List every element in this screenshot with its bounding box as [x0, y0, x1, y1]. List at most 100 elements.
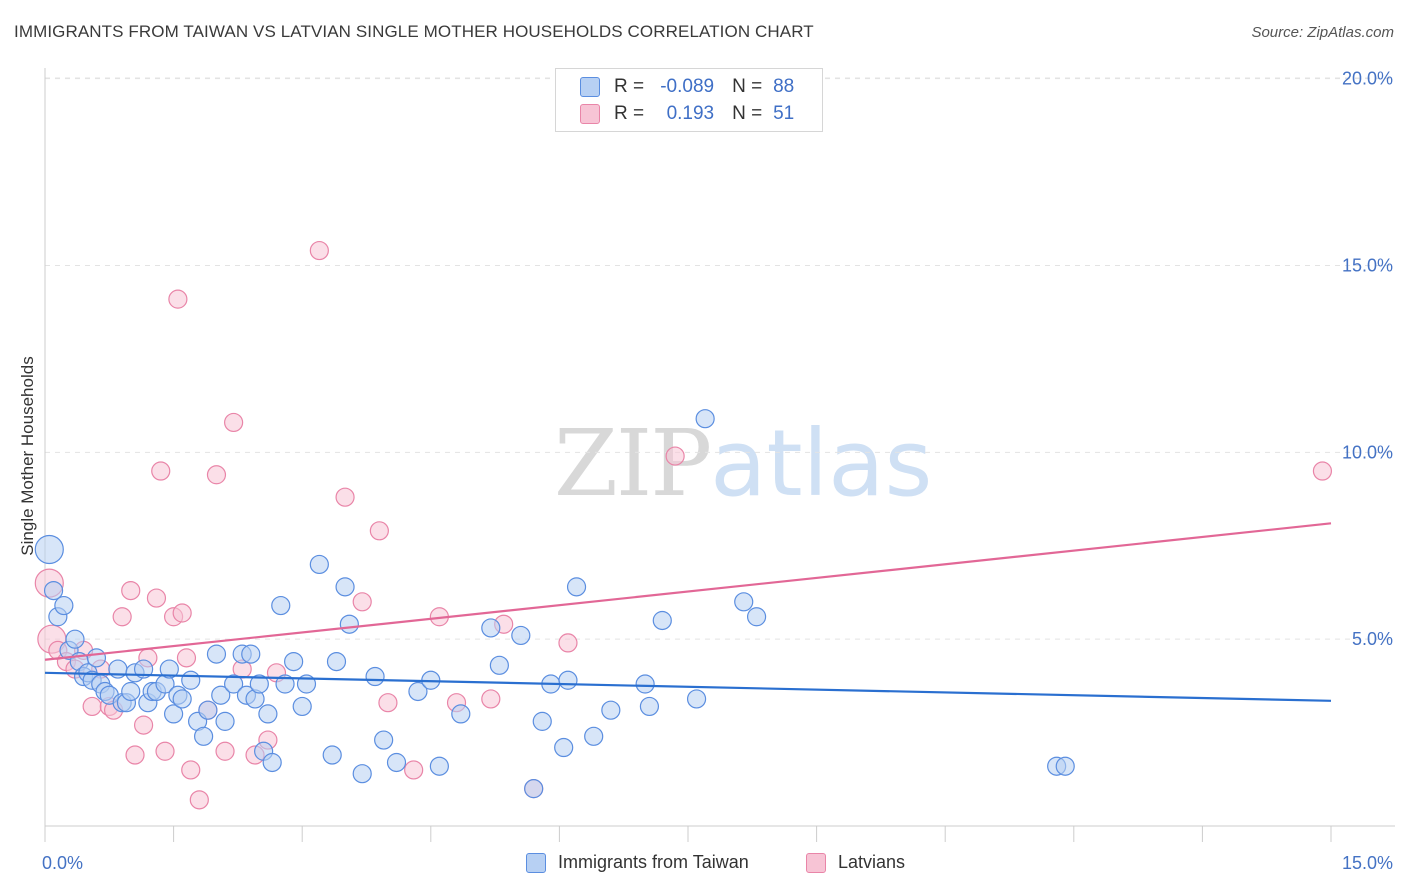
taiwan-point	[164, 704, 184, 724]
taiwan-point	[206, 644, 227, 664]
latvian-point	[112, 607, 132, 627]
taiwan-point	[224, 674, 244, 694]
x-tick-label: 15.0%	[1342, 853, 1393, 873]
taiwan-point	[211, 685, 231, 705]
taiwan-point	[335, 577, 355, 597]
latvian-point	[155, 741, 175, 761]
trend-lines	[44, 522, 1332, 702]
taiwan-point	[365, 666, 385, 687]
taiwan-n-value: 88	[773, 76, 795, 97]
latvian-point	[125, 745, 145, 765]
latvian-point	[378, 693, 398, 713]
latvians-legend-label: Latvians	[838, 852, 906, 872]
legend-item-taiwan[interactable]: Immigrants from Taiwan	[526, 852, 749, 873]
taiwan-swatch	[580, 77, 600, 97]
taiwan-point	[451, 704, 471, 724]
taiwan-point	[262, 752, 282, 773]
taiwan-point	[532, 711, 552, 731]
grid-lines	[45, 77, 1395, 640]
correlation-legend: R = -0.089 N = 88 R = 0.193 N = 51	[555, 68, 823, 132]
series-legend: Immigrants from Taiwan Latvians	[0, 852, 1406, 878]
taiwan-point	[34, 534, 64, 565]
taiwan-point	[734, 592, 754, 612]
legend-row-taiwan: R = -0.089 N = 88	[580, 75, 794, 99]
latvian-point	[215, 741, 235, 761]
taiwan-point	[408, 681, 428, 702]
x-tick-label: 0.0%	[42, 853, 83, 873]
taiwan-point	[386, 752, 407, 773]
r-label: R =	[614, 103, 645, 124]
taiwan-r-value: -0.089	[660, 76, 715, 97]
tick-labels: 5.0% 10.0% 15.0% 20.0% 0.0% 15.0%	[42, 69, 1393, 873]
taiwan-point	[489, 655, 509, 675]
taiwan-point	[121, 681, 141, 702]
latvian-point	[151, 461, 171, 481]
latvian-point	[176, 648, 197, 668]
taiwan-point	[652, 610, 672, 631]
taiwan-point	[339, 614, 359, 634]
y-tick-label: 10.0%	[1342, 442, 1393, 462]
legend-row-latvians: R = 0.193 N = 51	[580, 102, 794, 126]
taiwan-point	[601, 700, 621, 720]
taiwan-points	[34, 409, 1075, 799]
latvians-swatch	[580, 104, 600, 124]
taiwan-point	[292, 696, 312, 717]
taiwan-point	[271, 595, 291, 616]
latvian-point	[82, 696, 102, 717]
y-tick-label: 20.0%	[1342, 69, 1393, 89]
latvian-point	[665, 446, 685, 466]
latvian-point	[168, 289, 188, 309]
taiwan-point	[1055, 756, 1075, 776]
latvian-point	[224, 412, 244, 433]
y-tick-label: 15.0%	[1342, 256, 1393, 276]
legend-item-latvians[interactable]: Latvians	[806, 852, 905, 873]
taiwan-point	[172, 689, 192, 709]
taiwan-point	[352, 764, 372, 784]
taiwan-point	[374, 730, 394, 750]
n-label: N =	[732, 103, 763, 124]
taiwan-point	[746, 607, 767, 627]
latvian-point	[181, 760, 201, 780]
taiwan-point	[86, 648, 107, 668]
latvian-point	[1312, 461, 1333, 481]
latvian-point	[133, 715, 154, 735]
taiwan-point	[133, 659, 154, 679]
taiwan-point	[159, 659, 179, 679]
r-label: R =	[614, 76, 645, 97]
taiwan-point	[524, 779, 544, 799]
taiwan-point	[558, 670, 578, 690]
taiwan-point	[275, 674, 295, 694]
taiwan-point	[309, 554, 329, 575]
taiwan-point	[695, 409, 715, 429]
taiwan-point	[566, 577, 587, 597]
latvian-point	[404, 760, 424, 780]
latvian-trend-line	[44, 522, 1332, 661]
taiwan-point	[322, 745, 342, 765]
latvian-point	[172, 603, 192, 623]
n-label: N =	[732, 76, 763, 97]
taiwan-point	[686, 689, 707, 709]
chart-title: IMMIGRANTS FROM TAIWAN VS LATVIAN SINGLE…	[14, 22, 814, 41]
latvian-point	[369, 521, 389, 541]
taiwan-point	[215, 711, 235, 731]
latvian-point	[352, 592, 372, 612]
taiwan-point	[65, 629, 85, 649]
taiwan-point	[639, 696, 660, 717]
latvian-point	[481, 689, 501, 709]
latvian-point	[121, 580, 141, 601]
latvians-n-value: 51	[773, 103, 795, 124]
taiwan-point	[284, 651, 304, 672]
taiwan-point	[249, 674, 269, 694]
taiwan-point	[584, 726, 604, 746]
taiwan-point	[194, 726, 214, 746]
taiwan-point	[241, 644, 261, 664]
taiwan-point	[326, 651, 347, 672]
latvians-r-value: 0.193	[666, 103, 715, 124]
taiwan-point	[554, 737, 574, 758]
taiwan-point	[198, 700, 218, 720]
taiwan-legend-swatch	[526, 852, 546, 873]
latvian-point	[558, 633, 578, 653]
taiwan-point	[258, 704, 278, 724]
taiwan-point	[429, 756, 449, 776]
